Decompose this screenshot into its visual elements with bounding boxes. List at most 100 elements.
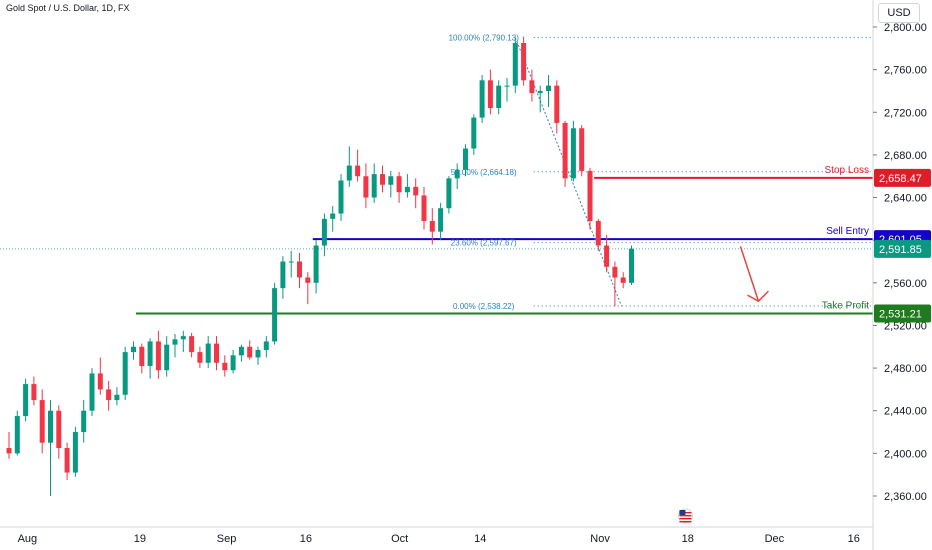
candle-body: [487, 80, 493, 109]
candles: [6, 36, 634, 496]
candle-body: [629, 248, 634, 283]
candle-body: [31, 384, 37, 401]
candle-body: [164, 344, 170, 371]
stop-loss-label: Stop Loss: [825, 165, 869, 176]
candle-body: [388, 176, 394, 185]
candle-body: [247, 346, 253, 358]
annotations: [739, 246, 769, 303]
candle-body: [139, 346, 145, 366]
candle-body: [89, 373, 95, 411]
candle-body: [570, 128, 576, 179]
fib-retracement: 100.00% (2,790.13) 50.00% (2,664.18) 23.60…: [449, 34, 873, 311]
level-lines: Sell Entry Stop Loss Take Profit: [0, 165, 873, 315]
candle-body: [612, 266, 618, 278]
candle-body: [155, 341, 161, 371]
last-price-tag: 2,591.85: [879, 244, 922, 256]
x-tick-label: Nov: [590, 533, 610, 545]
candle-body: [313, 245, 319, 283]
candle-body: [587, 170, 593, 221]
take-profit-tag: 2,531.21: [879, 309, 922, 321]
candle-body: [504, 85, 510, 87]
y-tick-label: 2,800.00: [884, 22, 927, 34]
candle-body: [454, 169, 460, 179]
currency-button[interactable]: USD: [878, 3, 920, 23]
candle-body: [595, 220, 601, 246]
candle-body: [529, 80, 535, 94]
x-tick-label: 16: [848, 533, 860, 545]
projection-arrow: [739, 246, 760, 302]
candle-body: [438, 208, 444, 232]
candle-body: [579, 128, 585, 171]
candle-body: [404, 186, 410, 193]
candle-body: [355, 165, 361, 177]
candle-body: [106, 389, 112, 401]
x-tick-label: Dec: [765, 533, 785, 545]
y-tick-label: 2,640.00: [884, 193, 927, 205]
candle-body: [122, 352, 128, 395]
stop-loss-tag: 2,658.47: [879, 173, 922, 185]
candle-body: [172, 339, 178, 345]
candle-body: [189, 336, 195, 353]
y-tick-label: 2,400.00: [884, 448, 927, 460]
stop-loss-tag-bg: [874, 168, 931, 187]
candle-body: [297, 261, 302, 278]
candle-body: [64, 448, 70, 473]
candle-body: [263, 341, 269, 350]
candle-body: [48, 410, 53, 443]
price-axis: 2,800.00 2,760.00 2,720.00 2,680.00 2,640.00…: [872, 0, 931, 550]
candle-body: [371, 174, 377, 198]
x-tick-label: 14: [474, 533, 486, 545]
candle-body: [446, 178, 452, 209]
candle-body: [620, 277, 626, 283]
candle-body: [363, 176, 369, 198]
candle-body: [222, 362, 228, 371]
candle-body: [147, 341, 153, 366]
candle-body: [39, 400, 45, 443]
candle-body: [272, 288, 278, 342]
candle-body: [413, 186, 419, 196]
fib-level-label: 23.60% (2,597.67): [451, 239, 517, 248]
projection-arrow-head: [747, 290, 769, 303]
candle-body: [330, 213, 336, 219]
y-tick-label: 2,680.00: [884, 150, 927, 162]
candle-body: [429, 220, 435, 232]
candle-body: [180, 336, 186, 340]
candle-body: [56, 410, 62, 449]
take-profit-label: Take Profit: [822, 301, 869, 312]
candle-body: [214, 343, 219, 363]
y-tick-label: 2,560.00: [884, 278, 927, 290]
candle-body: [380, 174, 385, 185]
candle-body: [479, 80, 485, 118]
candle-body: [537, 90, 543, 94]
candle-body: [14, 416, 20, 454]
flag-stripe: [679, 515, 692, 517]
candle-body: [496, 85, 502, 109]
candle-body: [288, 261, 294, 263]
candle-body: [238, 346, 244, 356]
symbol-title: Gold Spot / U.S. Dollar, 1D, FX: [6, 3, 130, 13]
flag-stripe: [679, 521, 692, 523]
candle-body: [114, 394, 120, 401]
candle-body: [205, 343, 211, 363]
y-tick-label: 2,520.00: [884, 320, 927, 332]
fib-level-label: 100.00% (2,790.13): [449, 34, 520, 43]
candle-body: [554, 85, 560, 123]
fib-level-label: 50.00% (2,664.18): [451, 168, 517, 177]
x-tick-label: 16: [300, 533, 312, 545]
candle-body: [346, 165, 352, 181]
x-tick-label: Sep: [217, 533, 237, 545]
y-tick-label: 2,440.00: [884, 406, 927, 418]
y-tick-label: 2,360.00: [884, 491, 927, 503]
time-axis: Aug 19 Sep 16 Oct 14 Nov 18 Dec 16: [0, 508, 873, 545]
candle-body: [546, 85, 551, 91]
candle-body: [72, 432, 78, 473]
candle-body: [338, 180, 344, 214]
y-tick-label: 2,480.00: [884, 363, 927, 375]
candle-body: [562, 122, 568, 179]
y-tick-label: 2,720.00: [884, 107, 927, 119]
candle-body: [521, 42, 527, 81]
candle-body: [6, 448, 12, 454]
candle-body: [463, 148, 468, 170]
x-tick-label: Oct: [391, 533, 408, 545]
